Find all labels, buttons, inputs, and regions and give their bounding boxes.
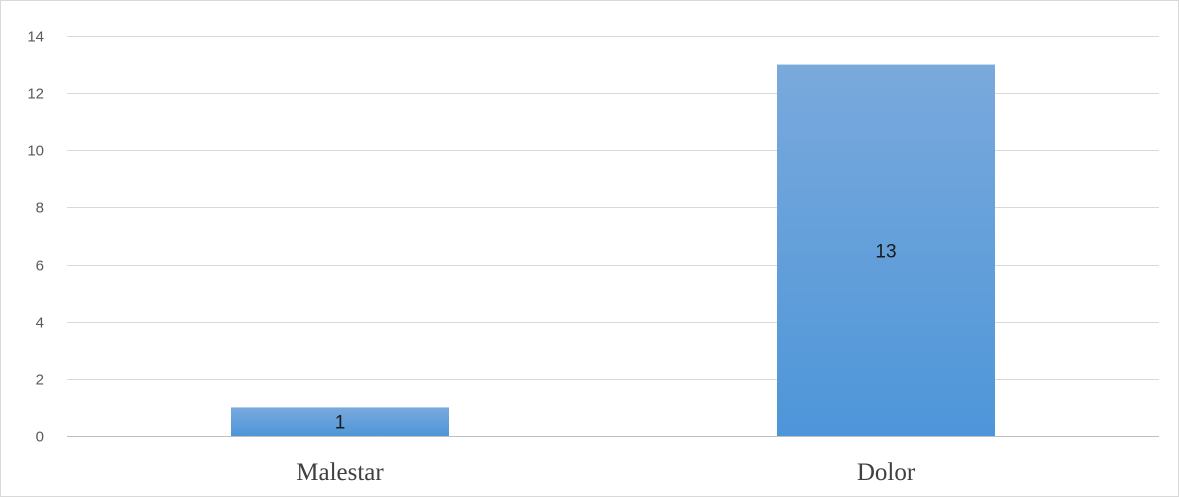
y-tick-label: 14 <box>27 29 44 46</box>
y-tick-label: 8 <box>36 200 44 217</box>
y-tick-label: 2 <box>36 372 44 389</box>
bar-dolor <box>777 64 995 437</box>
y-tick-label: 4 <box>36 315 44 332</box>
bars <box>231 64 995 437</box>
category-label-dolor: Dolor <box>857 459 916 486</box>
y-tick-label: 0 <box>36 429 44 446</box>
category-label-malestar: Malestar <box>296 459 384 486</box>
x-axis-category-labels: Malestar Dolor <box>296 459 916 486</box>
y-tick-label: 12 <box>27 86 44 103</box>
data-label-dolor: 13 <box>875 241 896 262</box>
gridlines <box>67 36 1159 437</box>
bar-malestar <box>231 407 449 436</box>
y-axis-tick-labels: 0 2 4 6 8 10 12 14 <box>27 29 44 446</box>
y-tick-label: 10 <box>27 143 44 160</box>
y-tick-label: 6 <box>36 258 44 275</box>
data-label-malestar: 1 <box>335 413 346 434</box>
data-labels: 1 13 <box>335 241 897 433</box>
